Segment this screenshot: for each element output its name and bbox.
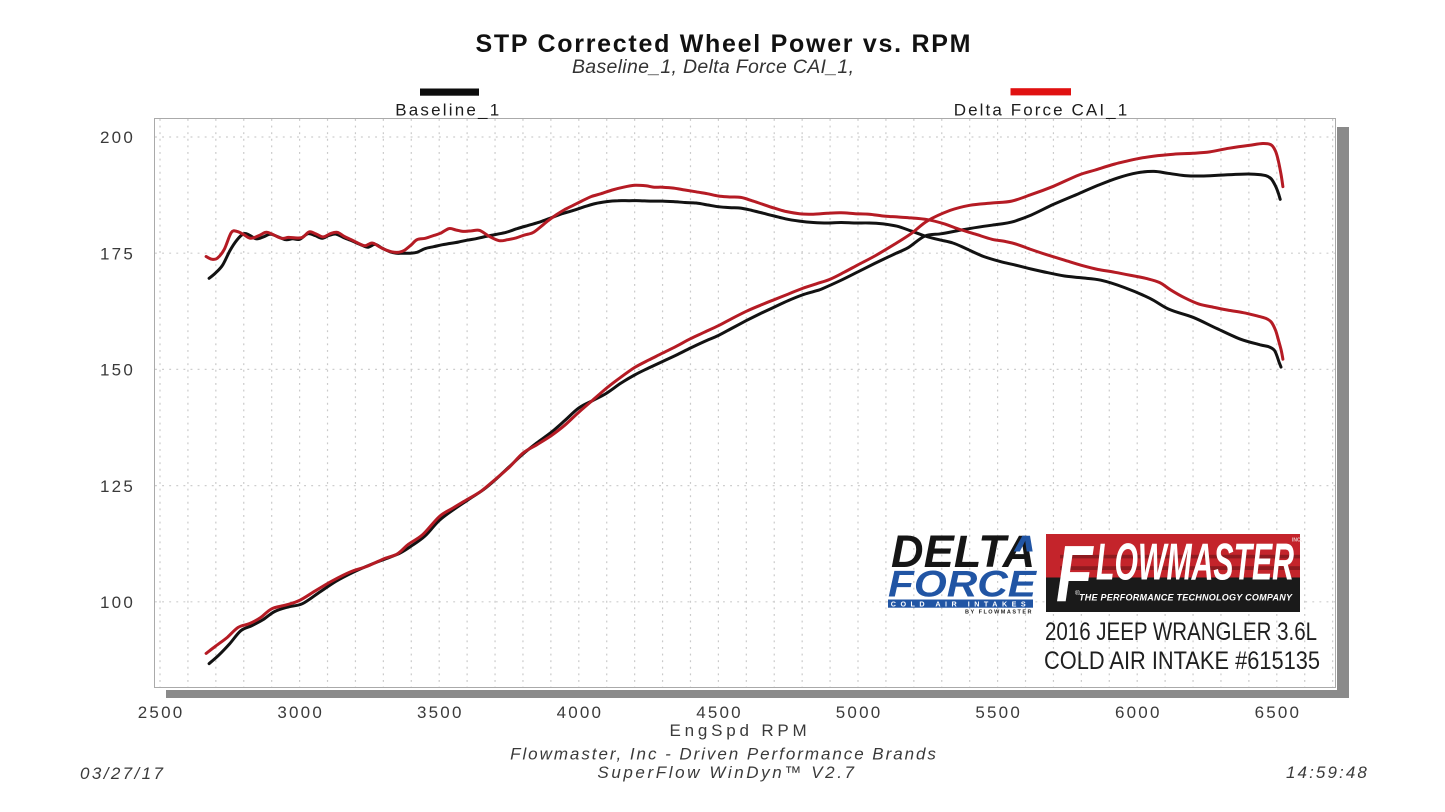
- svg-text:Baseline_1, Delta Force CAI_1,: Baseline_1, Delta Force CAI_1,: [572, 56, 854, 78]
- svg-text:4000: 4000: [557, 703, 604, 722]
- svg-text:F: F: [1056, 529, 1094, 618]
- svg-text:A: A: [1005, 526, 1039, 577]
- svg-text:Delta Force CAI_1: Delta Force CAI_1: [954, 101, 1130, 120]
- svg-text:LOWMASTER: LOWMASTER: [1096, 534, 1294, 592]
- svg-text:3500: 3500: [417, 703, 464, 722]
- svg-text:100: 100: [100, 593, 135, 612]
- svg-text:STP Corrected Wheel Power vs.: STP Corrected Wheel Power vs. RPM: [476, 30, 971, 58]
- svg-text:Baseline_1: Baseline_1: [395, 101, 501, 120]
- svg-text:®: ®: [1075, 589, 1080, 597]
- svg-text:COLD AIR INTAKE #615135: COLD AIR INTAKE #615135: [1044, 647, 1320, 675]
- svg-text:6000: 6000: [1115, 703, 1162, 722]
- svg-text:COLD AIR INTAKES: COLD AIR INTAKES: [891, 599, 1030, 608]
- svg-text:2500: 2500: [138, 703, 185, 722]
- svg-text:6500: 6500: [1255, 703, 1302, 722]
- svg-text:125: 125: [100, 477, 135, 496]
- svg-text:INC.: INC.: [1292, 538, 1303, 544]
- svg-text:150: 150: [100, 361, 135, 380]
- svg-text:14:59:48: 14:59:48: [1286, 763, 1369, 782]
- svg-text:SuperFlow WinDyn™ V2.7: SuperFlow WinDyn™ V2.7: [597, 763, 856, 782]
- svg-text:THE PERFORMANCE TECHNOLOGY COM: THE PERFORMANCE TECHNOLOGY COMPANY: [1079, 593, 1293, 603]
- svg-text:175: 175: [100, 244, 135, 263]
- svg-text:5500: 5500: [975, 703, 1022, 722]
- svg-text:03/27/17: 03/27/17: [80, 764, 165, 783]
- svg-text:3000: 3000: [277, 703, 324, 722]
- svg-text:DELTA: DELTA: [891, 526, 1035, 577]
- svg-text:EngSpd RPM: EngSpd RPM: [670, 721, 811, 740]
- svg-text:5000: 5000: [836, 703, 883, 722]
- svg-text:FORCE: FORCE: [888, 564, 1038, 605]
- svg-text:4500: 4500: [696, 703, 743, 722]
- svg-text:200: 200: [100, 128, 135, 147]
- svg-text:BY FLOWMASTER: BY FLOWMASTER: [965, 610, 1033, 616]
- svg-text:2016 JEEP WRANGLER 3.6L: 2016 JEEP WRANGLER 3.6L: [1045, 618, 1317, 646]
- svg-text:Flowmaster, Inc - Driven Perfo: Flowmaster, Inc - Driven Performance Bra…: [510, 745, 938, 764]
